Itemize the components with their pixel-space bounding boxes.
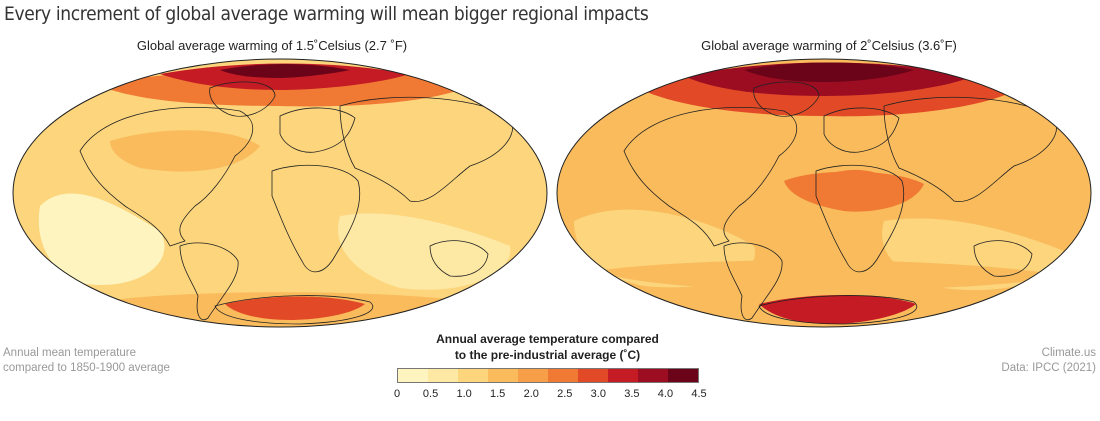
legend-swatch bbox=[668, 369, 698, 382]
map-fill-group bbox=[13, 59, 547, 327]
legend-title: Annual average temperature compared to t… bbox=[380, 331, 715, 363]
continent-outline-antarctica bbox=[758, 295, 918, 325]
legend-tick-label: 1.0 bbox=[456, 388, 472, 400]
warming-map-1-5c bbox=[12, 58, 548, 328]
continent-outline-europe bbox=[279, 107, 356, 153]
continent-outline-australia bbox=[429, 240, 489, 277]
continent-outline-africa bbox=[815, 164, 905, 273]
legend-color-bar bbox=[397, 368, 699, 383]
legend-tick-label: 0.5 bbox=[422, 388, 439, 400]
warming-region bbox=[110, 130, 260, 172]
continent-outline-antarctica bbox=[214, 295, 374, 325]
warming-region bbox=[38, 193, 165, 285]
warming-region bbox=[759, 295, 916, 324]
legend-swatch bbox=[548, 369, 578, 382]
legend-title-line1: Annual average temperature compared bbox=[436, 332, 659, 346]
footnote-left-line2: compared to 1850-1900 average bbox=[3, 362, 170, 374]
warming-region bbox=[744, 62, 914, 82]
map-title-1-5c: Global average warming of 1.5˚Celsius (2… bbox=[136, 38, 408, 53]
warming-map-2c bbox=[556, 58, 1092, 328]
source-credit-line1: Climate.us bbox=[1041, 347, 1096, 359]
legend-swatch bbox=[398, 369, 428, 382]
legend-swatch bbox=[488, 369, 518, 382]
source-credit: Climate.us Data: IPCC (2021) bbox=[1001, 346, 1096, 376]
legend-title-line2: to the pre-industrial average (˚C) bbox=[454, 348, 641, 362]
legend-tick-label: 2.5 bbox=[557, 388, 573, 400]
continent-outline-africa bbox=[271, 164, 361, 273]
footnote-left: Annual mean temperature compared to 1850… bbox=[3, 346, 170, 376]
legend-tick-label: 0 bbox=[393, 388, 401, 400]
legend-tick-label: 2.0 bbox=[523, 388, 539, 400]
legend-tick-label: 1.5 bbox=[490, 388, 506, 400]
map-title-2c: Global average warming of 2˚Celsius (3.6… bbox=[701, 38, 957, 53]
legend-swatch bbox=[518, 369, 548, 382]
continent-outline-greenland bbox=[753, 81, 820, 117]
continent-outline-north-america bbox=[79, 107, 254, 247]
continent-outline-asia bbox=[883, 96, 1057, 203]
warming-region bbox=[594, 260, 1054, 290]
footnote-left-line1: Annual mean temperature bbox=[3, 347, 136, 359]
legend-swatch bbox=[638, 369, 668, 382]
continent-outline-north-america bbox=[623, 107, 798, 247]
legend-swatch bbox=[578, 369, 608, 382]
map-fill-group bbox=[557, 59, 1091, 327]
legend-tick-label: 4.0 bbox=[657, 388, 674, 400]
legend-swatch bbox=[608, 369, 638, 382]
legend-swatch bbox=[458, 369, 488, 382]
continent-outline-south-america bbox=[179, 242, 239, 321]
continent-outline-australia bbox=[973, 240, 1033, 277]
warming-region bbox=[220, 64, 350, 78]
continent-outline-greenland bbox=[209, 81, 276, 117]
source-credit-line2: Data: IPCC (2021) bbox=[1001, 362, 1096, 374]
warming-region bbox=[225, 296, 365, 320]
legend-tick-label: 3.5 bbox=[624, 388, 640, 400]
legend-tick-label: 4.5 bbox=[691, 388, 707, 400]
legend-tick-label: 3.0 bbox=[590, 388, 606, 400]
warming-region bbox=[824, 169, 899, 199]
continent-outline-asia bbox=[339, 96, 513, 203]
continent-outline-europe bbox=[823, 107, 900, 153]
legend-tick-labels: 0 0.5 1.0 1.5 2.0 2.5 3.0 3.5 4.0 4.5 bbox=[393, 388, 707, 404]
continent-outline-south-america bbox=[723, 242, 783, 321]
map-border bbox=[12, 58, 548, 328]
page-title: Every increment of global average warmin… bbox=[4, 3, 649, 25]
legend-swatch bbox=[428, 369, 458, 382]
map-border bbox=[556, 58, 1092, 328]
warming-region bbox=[338, 213, 511, 290]
